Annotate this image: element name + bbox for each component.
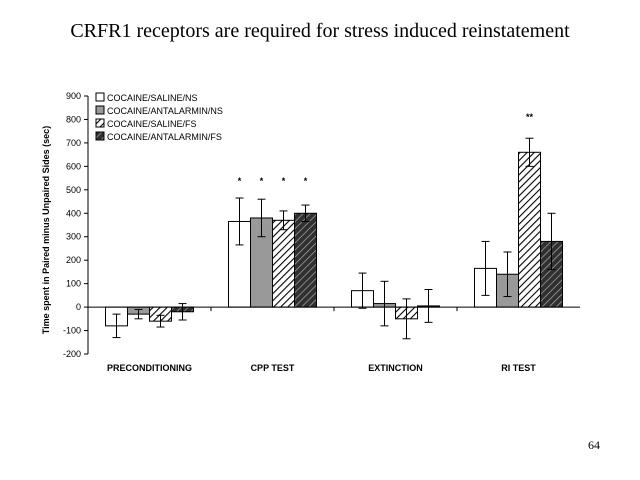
y-tick-label: -200	[63, 349, 81, 359]
legend-label: COCAINE/SALINE/FS	[107, 119, 197, 129]
y-tick-label: 0	[76, 302, 81, 312]
x-category-label: PRECONDITIONING	[107, 363, 192, 373]
bar	[294, 212, 317, 308]
y-tick-label: 900	[66, 91, 81, 101]
bars: * * * ***	[105, 112, 563, 340]
y-tick-label: 800	[66, 114, 81, 124]
legend-swatch	[95, 131, 105, 141]
x-category-label: EXTINCTION	[368, 363, 423, 373]
significance-marker: **	[526, 112, 534, 122]
slide-title: CRFR1 receptors are required for stress …	[70, 20, 570, 42]
bar	[518, 151, 541, 308]
legend-label: COCAINE/ANTALARMIN/FS	[107, 132, 222, 142]
significance-marker: *	[304, 176, 308, 186]
significance-marker: *	[238, 176, 242, 186]
legend-swatch	[95, 92, 105, 102]
y-tick-label: 300	[66, 232, 81, 242]
significance-marker: *	[282, 176, 286, 186]
legend-label: COCAINE/SALINE/NS	[107, 93, 198, 103]
y-tick-label: -100	[63, 326, 81, 336]
page-number: 64	[588, 438, 600, 452]
legend-label: COCAINE/ANTALARMIN/NS	[107, 106, 223, 116]
y-axis-label: Time spent in Paired minus Unpaired Side…	[41, 126, 51, 334]
x-category-label: RI TEST	[501, 363, 536, 373]
x-category-label: CPP TEST	[251, 363, 295, 373]
y-tick-label: 500	[66, 185, 81, 195]
y-tick-label: 600	[66, 161, 81, 171]
x-axis: PRECONDITIONING CPP TEST EXTINCTION RI TEST	[88, 306, 580, 373]
legend: COCAINE/SALINE/NS COCAINE/ANTALARMIN/NS CO…	[95, 92, 223, 142]
significance-marker: *	[260, 176, 264, 186]
legend-swatch	[95, 118, 105, 128]
y-tick-label: 100	[66, 279, 81, 289]
y-axis: -200 -100 0 100 200 300 400 500 600 700 800 900	[63, 91, 89, 359]
y-tick-label: 400	[66, 208, 81, 218]
legend-swatch	[95, 105, 105, 115]
bar	[272, 219, 295, 308]
y-tick-label: 200	[66, 255, 81, 265]
y-tick-label: 700	[66, 138, 81, 148]
